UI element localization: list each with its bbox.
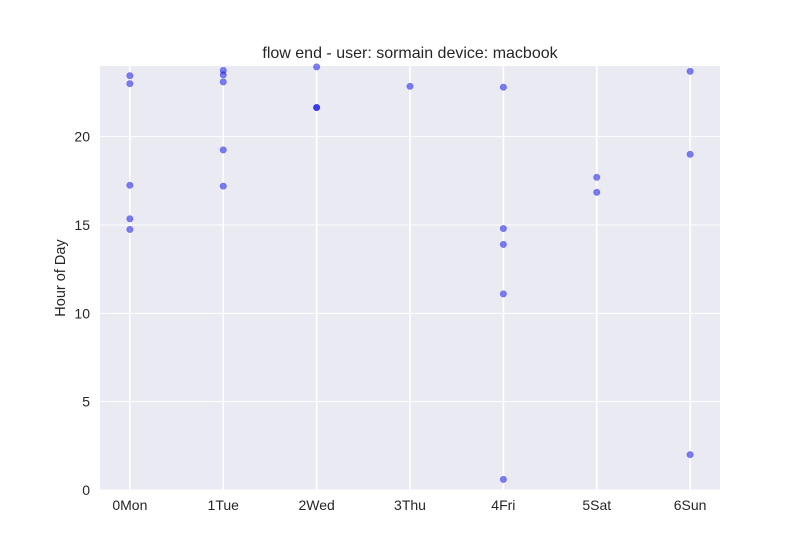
scatter-point xyxy=(406,82,414,90)
scatter-point xyxy=(686,150,694,158)
scatter-point xyxy=(499,240,507,248)
x-tick-labels: 0Mon 1Tue 2Wed 3Thu 4Fri 5Sat 6Sun xyxy=(112,497,706,513)
y-tick-label: 10 xyxy=(74,305,90,321)
scatter-point xyxy=(499,475,507,483)
y-tick-label: 0 xyxy=(82,482,90,498)
scatter-point xyxy=(499,290,507,298)
scatter-point xyxy=(499,83,507,91)
x-tick-label: 1Tue xyxy=(208,497,240,513)
scatter-point xyxy=(313,63,321,71)
x-tick-label: 0Mon xyxy=(112,497,147,513)
scatter-point xyxy=(126,225,134,233)
scatter-point xyxy=(686,451,694,459)
scatter-point xyxy=(126,215,134,223)
scatter-point xyxy=(499,224,507,233)
scatter-point xyxy=(593,188,601,196)
chart-title: flow end - user: sormain device: macbook xyxy=(262,45,558,62)
x-tick-label: 2Wed xyxy=(298,497,334,513)
y-tick-label: 20 xyxy=(74,129,90,145)
scatter-point xyxy=(686,67,694,75)
grid-lines xyxy=(100,66,720,491)
scatter-point xyxy=(126,80,134,88)
scatter-point xyxy=(593,173,601,181)
y-tick-label: 15 xyxy=(74,217,90,233)
scatter-point xyxy=(219,71,227,79)
x-tick-label: 4Fri xyxy=(491,497,515,513)
y-tick-labels: 0 5 10 15 20 xyxy=(74,129,90,498)
scatter-point xyxy=(126,72,134,80)
scatter-point xyxy=(126,181,134,189)
scatter-point xyxy=(219,78,227,86)
x-tick-label: 6Sun xyxy=(674,497,707,513)
scatter-point xyxy=(313,103,321,112)
scatter-point xyxy=(219,182,227,190)
x-tick-label: 5Sat xyxy=(582,497,611,513)
y-axis-label: Hour of Day xyxy=(53,239,69,317)
x-tick-label: 3Thu xyxy=(394,497,426,513)
data-points xyxy=(126,63,694,483)
scatter-point xyxy=(219,146,227,154)
y-tick-label: 5 xyxy=(82,394,90,410)
